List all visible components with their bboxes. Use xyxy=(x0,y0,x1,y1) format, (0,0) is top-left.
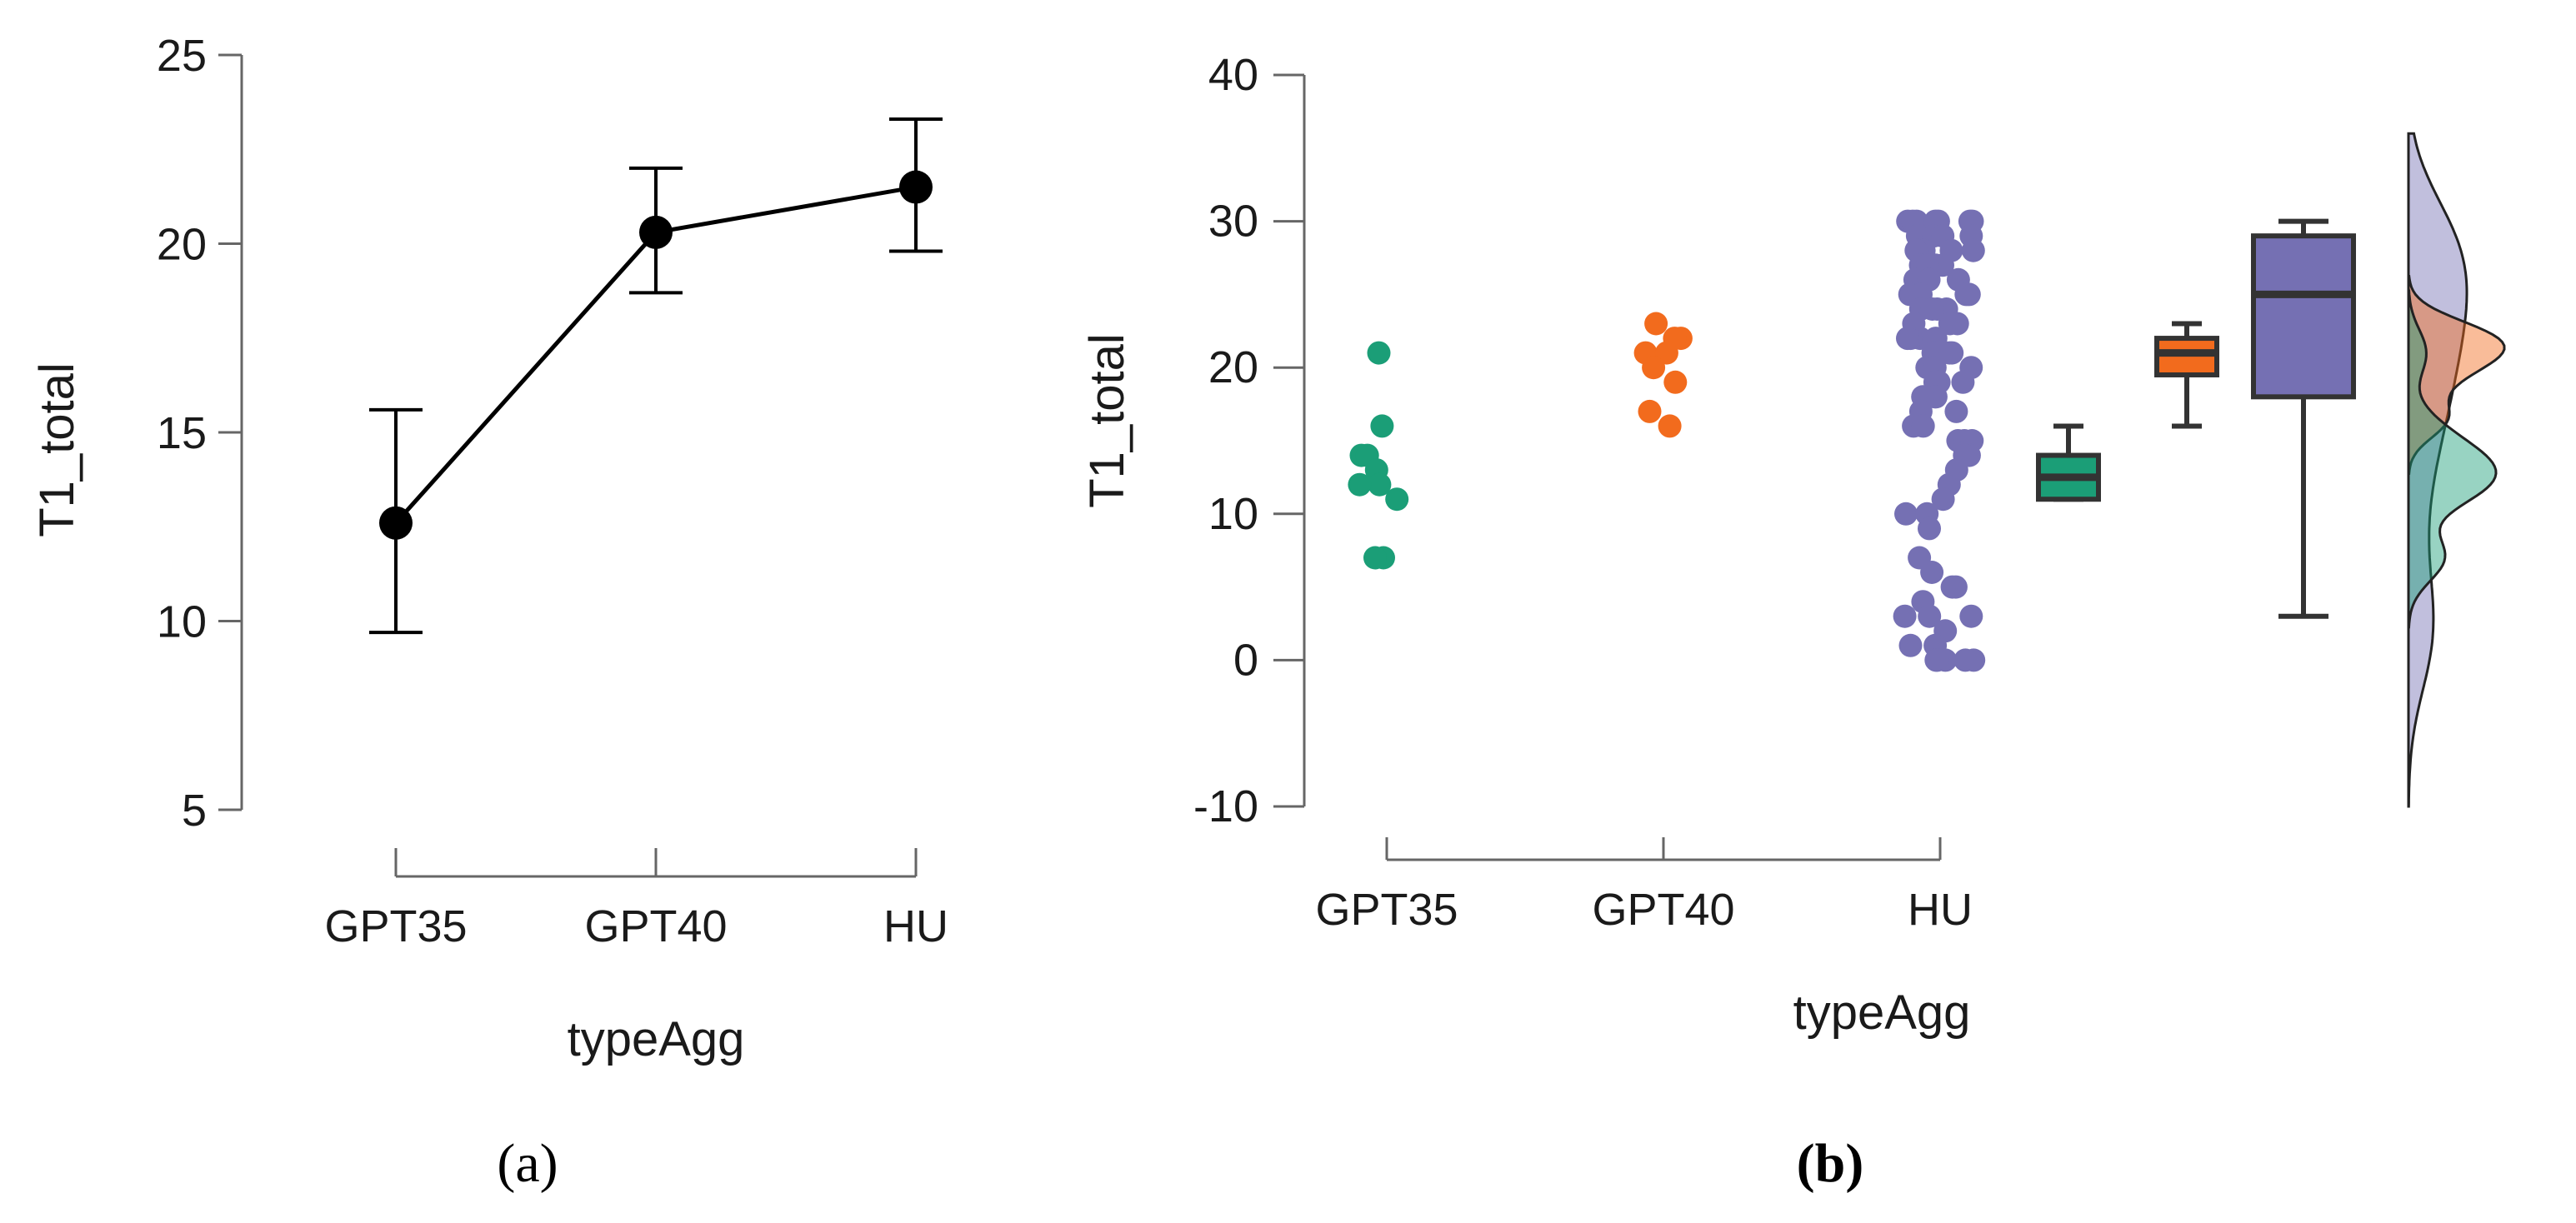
panel-b-box xyxy=(2251,233,2356,400)
panel-b-y-tick-label: 0 xyxy=(1233,635,1258,685)
panel-b-raincloud-chart: -10 0 10 20 30 40 GPT35 GPT40 HU T1_total typeA… xyxy=(1080,50,2506,1194)
panel-b-boxplots xyxy=(2036,218,2356,619)
panel-a-x-ticks: GPT35 GPT40 HU xyxy=(324,848,948,951)
panel-b-data-point xyxy=(1893,604,1917,628)
panel-b-data-point xyxy=(1658,414,1682,438)
panel-b-data-point xyxy=(1642,356,1666,380)
panel-a-x-tick-label: GPT40 xyxy=(584,901,727,951)
panel-b-data-point xyxy=(1918,517,1941,541)
panel-a-mean-point xyxy=(379,506,413,540)
panel-b-label: (b) xyxy=(1797,1133,1864,1194)
panel-b-data-point xyxy=(1370,414,1394,438)
panel-b-data-point xyxy=(1959,604,1983,628)
panel-b-data-point xyxy=(1367,341,1391,365)
panel-b-data-point xyxy=(1385,487,1409,512)
panel-b-x-tick-label: HU xyxy=(1908,885,1973,935)
panel-a-mean-point xyxy=(639,215,673,249)
panel-b-data-point xyxy=(1644,312,1668,336)
panel-b-data-point xyxy=(1951,370,1975,394)
panel-b-density-gpt40 xyxy=(2407,275,2506,475)
panel-b-data-point xyxy=(1918,604,1942,628)
panel-b-data-point xyxy=(1954,282,1978,307)
panel-a-mean-points xyxy=(379,170,933,540)
panel-b-y-tick-label: -10 xyxy=(1193,781,1258,831)
panel-b-data-point xyxy=(1363,546,1387,570)
panel-a-x-axis-title: typeAgg xyxy=(568,1012,745,1066)
panel-b-x-tick-label: GPT40 xyxy=(1592,885,1734,935)
panel-b-x-ticks: GPT35 GPT40 HU xyxy=(1315,837,1973,935)
panel-b-data-point xyxy=(1348,472,1372,497)
panel-a-y-ticks: 5 10 15 20 25 xyxy=(157,31,242,836)
panel-b-x-tick-label: GPT35 xyxy=(1315,885,1458,935)
panel-b-data-point xyxy=(1931,487,1955,512)
panel-b-data-point xyxy=(1894,502,1918,526)
panel-b-y-tick-label: 10 xyxy=(1208,489,1258,539)
panel-b-data-point xyxy=(1920,297,1944,321)
panel-b-y-ticks: -10 0 10 20 30 40 xyxy=(1193,50,1304,831)
panel-b-y-tick-label: 20 xyxy=(1208,342,1258,392)
panel-b-density-gpt35 xyxy=(2407,289,2498,629)
panel-b-data-point xyxy=(1638,399,1662,423)
panel-b-data-point xyxy=(1898,633,1923,657)
panel-b-data-point xyxy=(1925,648,1949,672)
panel-b-data-point xyxy=(1368,472,1392,497)
panel-a-y-axis-title: T1_total xyxy=(30,362,84,537)
panel-b-data-point xyxy=(1938,312,1962,336)
panel-b-data-point xyxy=(1920,561,1944,584)
panel-b-data-point xyxy=(1663,370,1688,394)
panel-b-jitter-points xyxy=(1348,209,1986,672)
panel-b-x-axis-title: typeAgg xyxy=(1793,986,1971,1040)
panel-a-y-tick-label: 15 xyxy=(157,408,207,458)
panel-b-data-point xyxy=(1938,341,1962,365)
panel-b-data-point xyxy=(1911,414,1935,438)
panel-a-y-tick-label: 10 xyxy=(157,597,207,647)
panel-b-data-point xyxy=(1896,327,1919,351)
panel-a-y-tick-label: 20 xyxy=(157,220,207,270)
panel-b-data-point xyxy=(1953,648,1978,672)
panel-b-y-axis-title: T1_total xyxy=(1080,333,1134,508)
panel-a-x-tick-label: HU xyxy=(883,901,948,951)
panel-a-y-tick-label: 5 xyxy=(182,786,207,836)
panel-a-label: (a) xyxy=(497,1133,558,1194)
panel-b-y-tick-label: 40 xyxy=(1208,50,1258,100)
panel-b-density-curves xyxy=(2407,132,2506,808)
panel-b-data-point xyxy=(1944,399,1968,423)
panel-a-y-tick-label: 25 xyxy=(157,31,207,81)
panel-b-y-tick-label: 30 xyxy=(1208,197,1258,247)
panel-b-data-point xyxy=(1943,575,1968,599)
panel-a-x-tick-label: GPT35 xyxy=(324,901,467,951)
panel-b-data-point xyxy=(1961,238,1985,262)
panel-a-mean-point xyxy=(899,170,933,204)
